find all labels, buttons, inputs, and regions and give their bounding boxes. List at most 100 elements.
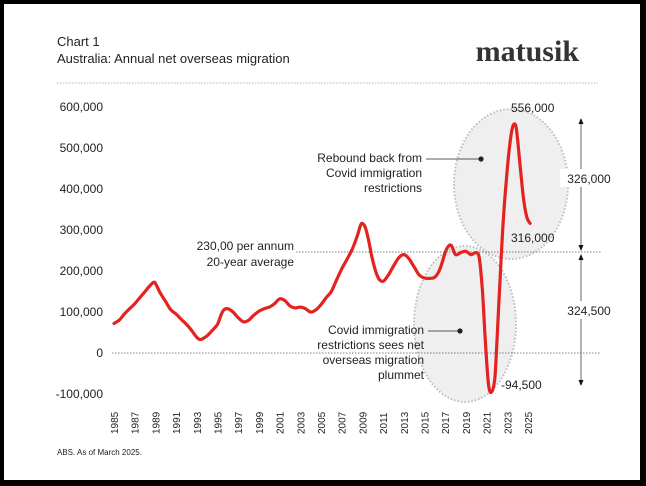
series-point [502,220,505,223]
source-note: ABS. As of March 2025. [57,448,142,457]
series-point [294,306,297,309]
series-point [123,313,126,316]
peak-value-label: 556,000 [511,101,555,115]
average-label-line2: 20-year average [207,255,295,269]
series-point [211,329,214,332]
series-point [278,297,281,300]
series-point [195,336,198,339]
series-point [481,290,484,293]
series-point [423,277,426,280]
series-point [526,216,529,219]
series-point [454,253,457,256]
series-point [304,307,307,310]
x-tick-label: 2017 [441,411,452,434]
series-point [508,147,511,150]
series-point [392,265,395,268]
series-point [237,316,240,319]
rebound-label-line1: Rebound back from [317,151,422,165]
series-point [154,282,157,285]
series-point [397,256,400,259]
x-tick-label: 1985 [110,411,121,434]
series-point [376,276,379,279]
series-point [496,339,499,342]
series-point [522,200,525,203]
series-point [216,323,219,326]
series-point [478,257,481,260]
series-point [263,307,266,310]
y-tick-label: 400,000 [60,182,104,196]
series-point [288,304,291,307]
series-point [219,315,222,318]
series-point [330,290,333,293]
average-label-line1: 230,00 per annum [197,239,294,253]
series-point [159,292,162,295]
series-point [335,279,338,282]
rebound-leader-dot [478,156,484,162]
series-point [359,224,362,227]
x-tick-label: 1999 [255,411,266,434]
drop-arrow-top [578,254,584,260]
y-tick-label: 200,000 [60,264,104,278]
series-point [487,384,490,387]
series-point [428,277,431,280]
trough-value-label: -94,500 [501,378,542,392]
series-point [418,274,421,277]
chart-title: Australia: Annual net overseas migration [57,51,290,66]
series-point [490,390,493,393]
series-point [387,274,390,277]
x-tick-label: 2023 [503,411,514,434]
series-point [529,222,532,225]
series-point [356,235,359,238]
series-point [206,334,209,337]
series-point [185,323,188,326]
x-tick-label: 2007 [338,411,349,434]
rebound-label-line3: restrictions [364,181,422,195]
chart-frame: Chart 1 Australia: Annual net overseas m… [3,3,641,481]
series-point [408,257,411,260]
x-tick-label: 1987 [131,411,142,434]
x-tick-label: 2011 [379,412,390,434]
x-tick-label: 2021 [483,411,494,434]
series-point [470,253,473,256]
x-tick-label: 1997 [234,411,245,434]
series-point [519,171,522,174]
series-point [464,250,467,253]
x-tick-label: 2025 [524,411,535,434]
x-tick-label: 2003 [296,411,307,434]
series-point [133,302,136,305]
x-tick-label: 2001 [276,411,287,434]
series-point [444,251,447,254]
chart-number: Chart 1 [57,34,100,49]
covid-label-line3: overseas migration [323,353,424,367]
series-point [198,338,201,341]
y-tick-label: 100,000 [60,305,104,319]
series-point [222,308,225,311]
series-point [299,306,302,309]
drop-arrow-bottom [578,380,584,386]
series-point [413,265,416,268]
x-tick-label: 2015 [421,411,432,434]
series-point [257,310,260,313]
rebound-delta-bg [560,169,620,187]
series-point [493,376,496,379]
series-point [113,322,116,325]
series-point [361,222,364,225]
series-point [138,296,141,299]
series-point [190,329,193,332]
rebound-arrow-top [578,118,584,124]
chart-svg: Chart 1 Australia: Annual net overseas m… [56,34,620,457]
series-line [112,122,532,395]
series-point [511,126,514,129]
series-point [320,303,323,306]
series-point [345,258,348,261]
series-point [273,302,276,305]
brand-logo: matusik [476,35,580,68]
series-point [340,267,343,270]
covid-drop-highlight [413,245,517,403]
drop-delta-bg [560,301,620,319]
series-point [447,245,450,248]
series-point [433,276,436,279]
series-point [364,226,367,229]
covid-label-line2: restrictions sees net [317,338,424,352]
series-point [180,318,183,321]
